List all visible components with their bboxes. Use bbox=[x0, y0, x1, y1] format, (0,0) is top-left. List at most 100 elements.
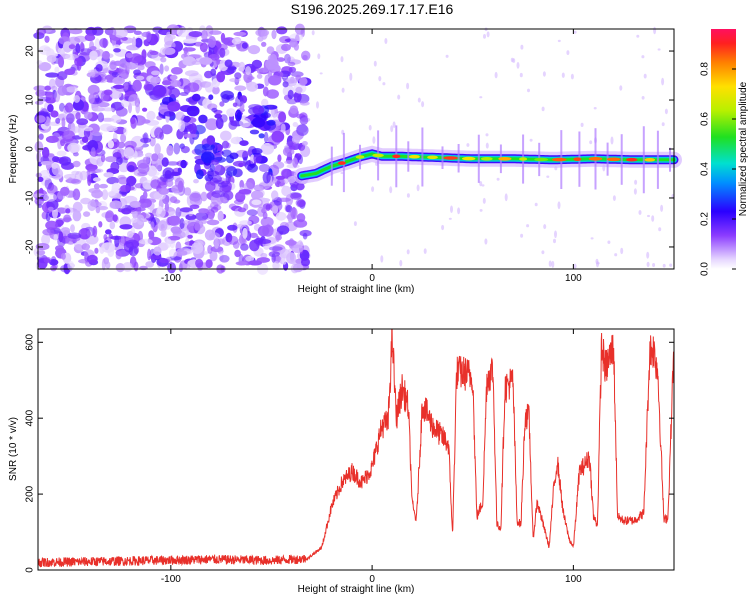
noise-speck bbox=[643, 73, 647, 79]
noise-speck bbox=[390, 125, 394, 133]
noise-speck bbox=[368, 124, 372, 131]
noise-speck bbox=[399, 259, 403, 267]
noise-speck bbox=[481, 184, 485, 187]
spectrogram-y-tick-label: -20 bbox=[25, 239, 36, 254]
noise-blob bbox=[183, 133, 197, 138]
noise-speck bbox=[341, 87, 345, 93]
ridge-hotspot bbox=[427, 155, 438, 160]
noise-blob bbox=[55, 117, 61, 124]
noise-blob bbox=[194, 222, 201, 231]
noise-blob bbox=[220, 130, 232, 141]
noise-blob bbox=[302, 232, 308, 240]
noise-blob bbox=[191, 192, 201, 199]
noise-speck bbox=[573, 263, 577, 269]
noise-blob bbox=[234, 249, 241, 258]
noise-speck bbox=[485, 142, 489, 149]
noise-speck bbox=[570, 73, 574, 80]
noise-blob bbox=[205, 181, 216, 192]
noise-blob bbox=[290, 192, 302, 200]
noise-blob bbox=[245, 255, 255, 262]
colorbar-tick-label: 0.2 bbox=[700, 212, 711, 226]
noise-blob bbox=[38, 133, 44, 140]
noise-blob bbox=[93, 183, 100, 190]
noise-blob bbox=[119, 224, 133, 230]
noise-blob bbox=[271, 253, 276, 263]
noise-blob bbox=[138, 198, 152, 209]
noise-blob bbox=[151, 70, 161, 76]
noise-speck bbox=[590, 237, 594, 240]
noise-blob bbox=[121, 36, 128, 41]
noise-blob bbox=[146, 31, 152, 43]
noise-blob bbox=[206, 135, 216, 146]
noise-blob bbox=[237, 207, 247, 213]
noise-blob bbox=[150, 179, 161, 190]
spectrogram-x-axis-label: Height of straight line (km) bbox=[298, 284, 415, 295]
noise-speck bbox=[551, 260, 555, 268]
noise-speck bbox=[607, 240, 611, 244]
noise-blob bbox=[101, 258, 106, 271]
noise-blob bbox=[262, 86, 269, 97]
noise-blob bbox=[278, 111, 287, 123]
ridge-hotspot bbox=[392, 154, 401, 159]
noise-blob bbox=[103, 89, 113, 96]
noise-blob bbox=[44, 35, 50, 43]
noise-speck bbox=[311, 30, 315, 36]
snr-series-line bbox=[37, 328, 675, 568]
noise-blob bbox=[78, 132, 84, 138]
noise-blob bbox=[198, 114, 208, 124]
noise-blob bbox=[281, 185, 292, 197]
noise-blob bbox=[161, 157, 169, 167]
noise-blob bbox=[150, 76, 162, 84]
noise-blob bbox=[282, 81, 289, 88]
noise-blob bbox=[158, 258, 171, 264]
noise-blob bbox=[226, 108, 236, 117]
noise-speck bbox=[482, 197, 486, 204]
noise-blob bbox=[276, 57, 285, 62]
noise-blob bbox=[263, 131, 269, 143]
ridge-hotspot bbox=[408, 154, 420, 159]
noise-speck bbox=[561, 72, 565, 78]
noise-speck bbox=[483, 34, 486, 39]
noise-speck bbox=[614, 253, 618, 257]
noise-blob bbox=[177, 250, 188, 256]
noise-speck bbox=[448, 217, 452, 220]
noise-blob bbox=[149, 135, 156, 147]
noise-blob bbox=[298, 154, 303, 165]
noise-speck bbox=[548, 260, 552, 267]
noise-blob bbox=[187, 234, 193, 239]
noise-blob bbox=[165, 179, 174, 187]
noise-blob bbox=[226, 94, 235, 101]
noise-blob bbox=[266, 46, 275, 55]
noise-speck bbox=[633, 188, 637, 195]
noise-blob bbox=[92, 225, 98, 238]
noise-blob bbox=[45, 72, 59, 78]
noise-blob bbox=[235, 261, 248, 266]
noise-blob bbox=[247, 163, 258, 173]
noise-blob bbox=[105, 156, 117, 163]
ridge-hotspot bbox=[606, 157, 621, 162]
noise-blob bbox=[284, 53, 291, 64]
noise-blob bbox=[292, 263, 304, 273]
noise-blob bbox=[105, 229, 112, 235]
noise-blob bbox=[291, 71, 304, 78]
noise-blob bbox=[118, 63, 128, 74]
noise-speck bbox=[516, 62, 520, 69]
noise-blob bbox=[289, 39, 298, 48]
noise-blob bbox=[68, 28, 83, 35]
noise-blob bbox=[73, 152, 79, 157]
ridge-hotspot bbox=[519, 157, 528, 161]
noise-blob bbox=[238, 189, 252, 195]
noise-blob bbox=[201, 30, 208, 40]
noise-blob bbox=[60, 139, 66, 147]
noise-blob bbox=[36, 250, 46, 256]
noise-blob bbox=[281, 43, 291, 52]
noise-blob bbox=[284, 160, 295, 165]
noise-blob bbox=[288, 66, 297, 73]
noise-blob bbox=[72, 201, 83, 213]
noise-blob bbox=[137, 162, 150, 174]
noise-blob bbox=[293, 219, 308, 228]
noise-blob bbox=[145, 152, 153, 158]
noise-speck bbox=[593, 107, 597, 110]
noise-blob bbox=[262, 171, 271, 184]
noise-blob bbox=[97, 206, 109, 211]
